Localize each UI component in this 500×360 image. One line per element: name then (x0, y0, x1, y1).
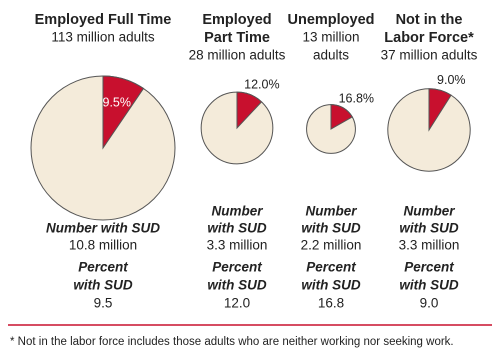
percent-label: with SUD (301, 278, 360, 293)
pie-slice (236, 91, 263, 130)
percent-label: Percent (404, 260, 454, 275)
number-label: with SUD (301, 221, 360, 236)
pie-subtitle: 28 million adults (189, 48, 286, 63)
percent-label: with SUD (399, 278, 458, 293)
pie-slice (428, 88, 452, 132)
pie-subtitle: 13 million (302, 30, 359, 45)
pie-slice (330, 104, 353, 130)
number-value: 10.8 million (69, 238, 137, 253)
pie-title: Part Time (204, 30, 270, 46)
percent-label: Percent (212, 260, 262, 275)
number-label: with SUD (399, 221, 458, 236)
percent-label: with SUD (73, 278, 132, 293)
number-value: 3.3 million (399, 238, 460, 253)
percent-value: 9.5 (94, 296, 113, 311)
number-value: 3.3 million (207, 238, 268, 253)
percent-label: Percent (78, 260, 128, 275)
pie-label: 9.5% (103, 96, 132, 110)
number-label: Number (211, 204, 263, 219)
number-label: Number (305, 204, 357, 219)
pie-title: Not in the (396, 12, 463, 28)
pie-title: Employed (202, 12, 271, 28)
footnote: * Not in the labor force includes those … (10, 336, 454, 348)
pie-label: 16.8% (339, 92, 374, 106)
pie-subtitle: adults (313, 48, 349, 63)
pie-title: Unemployed (287, 12, 374, 28)
pie-title: Labor Force* (384, 30, 474, 46)
pie-label: 9.0% (437, 73, 466, 87)
number-label: with SUD (207, 221, 266, 236)
pie-label: 12.0% (244, 78, 279, 92)
pie-slice (102, 75, 145, 150)
number-value: 2.2 million (301, 238, 362, 253)
percent-label: with SUD (207, 278, 266, 293)
percent-value: 12.0 (224, 296, 250, 311)
pie-subtitle: 113 million adults (51, 30, 155, 45)
number-label: Number (403, 204, 455, 219)
percent-value: 16.8 (318, 296, 344, 311)
pie-title: Employed Full Time (35, 12, 172, 28)
percent-label: Percent (306, 260, 356, 275)
percent-value: 9.0 (420, 296, 439, 311)
number-label: Number with SUD (46, 221, 160, 236)
pie-subtitle: 37 million adults (381, 48, 478, 63)
